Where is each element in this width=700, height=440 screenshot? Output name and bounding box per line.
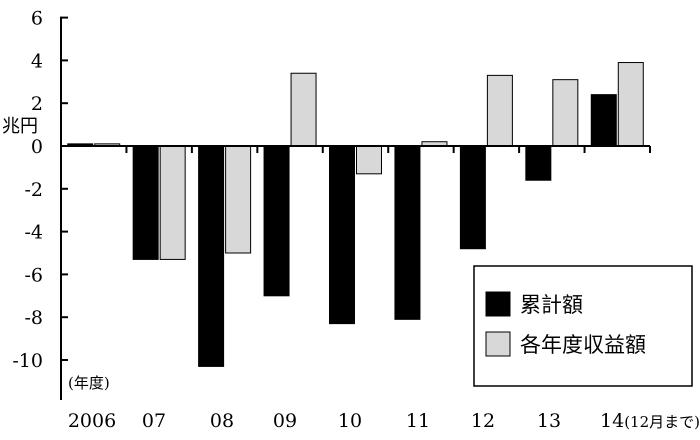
- y-tick-label: 0: [31, 136, 43, 158]
- bar-series-1: [525, 145, 552, 181]
- y-tick-label: -8: [24, 307, 43, 329]
- x-tick-label: 09: [273, 410, 297, 432]
- bar-series-2: [290, 72, 317, 147]
- legend-box: [473, 265, 693, 387]
- bar-series-1: [459, 145, 486, 250]
- bar-series-2: [159, 145, 186, 260]
- bar-series-2: [225, 145, 252, 254]
- x-tick-label: 2006: [68, 410, 116, 432]
- bar-series-2: [552, 79, 579, 147]
- legend: 累計額 各年度収益額: [473, 265, 693, 387]
- y-axis-unit-label: 兆円: [2, 116, 38, 137]
- y-tick-label: 4: [31, 50, 43, 72]
- y-tick-label: -4: [24, 222, 43, 244]
- bar-series-1: [394, 145, 421, 320]
- bar-series-2: [617, 62, 644, 147]
- y-tick-label: -10: [12, 350, 43, 372]
- x-tick-label: 14(12月まで): [600, 410, 700, 432]
- bar-series-1: [590, 94, 617, 147]
- legend-label-series-1: 累計額: [520, 293, 583, 317]
- legend-swatch-series-2: [485, 331, 511, 357]
- bar-series-1: [263, 145, 290, 297]
- y-tick-label: 6: [31, 8, 43, 30]
- x-tick-label: 10: [338, 410, 362, 432]
- x-tick-label: 07: [142, 410, 166, 432]
- bar-series-2: [356, 145, 382, 175]
- legend-label-series-2: 各年度収益額: [520, 333, 646, 357]
- x-tick-label: 12: [471, 410, 495, 432]
- legend-swatch-series-1: [485, 291, 511, 317]
- bar-series-1: [132, 145, 159, 260]
- x-tick-label: 13: [537, 410, 561, 432]
- y-tick-label: 2: [31, 93, 43, 115]
- y-tick-label: -2: [24, 179, 43, 201]
- x-axis-unit-label: (年度): [68, 374, 110, 392]
- x-tick-label: 11: [406, 410, 430, 432]
- y-tick-label: -6: [24, 264, 43, 286]
- bar-series-2: [486, 74, 513, 147]
- x-tick-label: 08: [210, 410, 234, 432]
- bar-series-1: [329, 145, 355, 325]
- bar-series-1: [198, 145, 225, 367]
